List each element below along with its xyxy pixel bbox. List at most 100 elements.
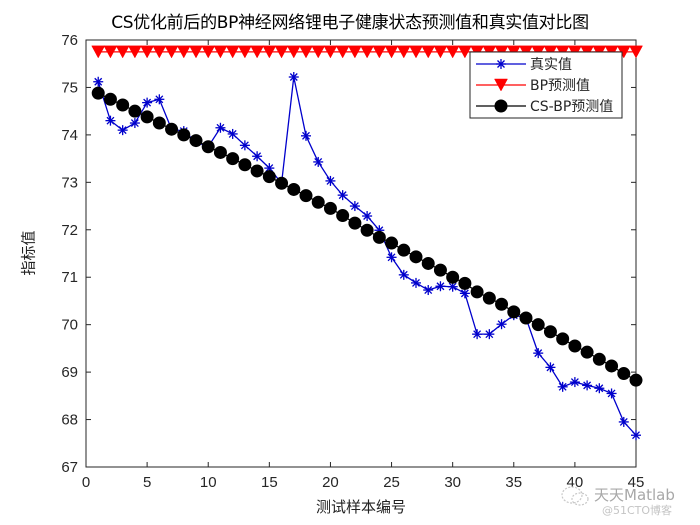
circle-marker	[592, 352, 606, 366]
circle-marker	[287, 182, 301, 196]
chart-title: CS优化前后的BP神经网络锂电子健康状态预测值和真实值对比图	[111, 13, 589, 33]
triangle-marker	[384, 45, 399, 59]
asterisk-marker	[485, 330, 494, 339]
circle-marker	[397, 243, 411, 257]
circle-marker	[556, 332, 570, 346]
asterisk-marker	[595, 384, 604, 393]
asterisk-marker	[302, 131, 310, 140]
asterisk-marker	[387, 253, 396, 262]
x-tick-label: 45	[628, 474, 645, 491]
circle-marker	[323, 201, 337, 215]
asterisk-marker	[240, 141, 249, 150]
x-tick-label: 30	[444, 474, 461, 491]
asterisk-marker	[497, 60, 505, 68]
triangle-marker	[152, 45, 167, 59]
circle-marker	[201, 140, 215, 154]
circle-marker	[299, 189, 313, 203]
triangle-marker	[213, 45, 228, 59]
asterisk-marker	[558, 382, 567, 391]
circle-marker	[543, 325, 557, 339]
triangle-marker	[494, 78, 508, 92]
circle-marker	[116, 98, 130, 112]
circle-marker	[152, 116, 166, 130]
triangle-marker	[237, 45, 252, 59]
asterisk-marker	[534, 349, 543, 358]
triangle-marker	[457, 45, 472, 59]
asterisk-marker	[253, 152, 262, 161]
wechat-icon	[561, 486, 589, 506]
circle-marker	[629, 373, 643, 387]
triangle-marker	[91, 45, 106, 59]
y-tick-label: 69	[61, 364, 78, 381]
y-tick-label: 73	[61, 174, 78, 191]
triangle-marker	[421, 45, 436, 59]
asterisk-marker	[546, 363, 555, 372]
triangle-marker	[335, 45, 350, 59]
circle-marker	[262, 170, 276, 184]
circle-marker	[250, 164, 264, 178]
y-tick-label: 75	[61, 79, 78, 96]
asterisk-marker	[314, 157, 323, 166]
asterisk-marker	[399, 270, 408, 279]
triangle-marker	[164, 45, 179, 59]
watermark-text: 天天Matlab	[594, 486, 675, 504]
watermark-source: @51CTO博客	[602, 504, 673, 517]
circle-marker	[189, 134, 203, 148]
triangle-marker	[140, 45, 155, 59]
triangle-marker	[445, 45, 460, 59]
circle-marker	[495, 297, 509, 311]
circle-marker	[177, 128, 191, 142]
circle-marker	[226, 152, 240, 166]
circle-marker	[580, 345, 594, 359]
legend-label: CS-BP预测值	[530, 99, 613, 115]
triangle-marker	[262, 45, 277, 59]
circle-marker	[507, 305, 521, 319]
triangle-marker	[250, 45, 265, 59]
y-tick-label: 70	[61, 317, 78, 334]
asterisk-marker	[143, 98, 152, 107]
triangle-marker	[127, 45, 142, 59]
circle-marker	[458, 276, 472, 290]
y-axis-label: 指标值	[19, 230, 38, 276]
asterisk-marker	[412, 278, 420, 287]
circle-marker	[446, 270, 460, 284]
circle-marker	[568, 339, 582, 353]
triangle-marker	[176, 45, 191, 59]
triangle-marker	[372, 45, 387, 59]
y-tick-label: 76	[61, 32, 78, 49]
asterisk-marker	[448, 282, 457, 291]
asterisk-marker	[338, 191, 347, 200]
y-tick-label: 71	[61, 269, 78, 286]
asterisk-marker	[583, 381, 592, 390]
triangle-marker	[189, 45, 203, 59]
circle-marker	[213, 145, 227, 159]
circle-marker	[275, 176, 289, 190]
x-axis-label: 测试样本编号	[315, 498, 406, 516]
circle-marker	[336, 209, 350, 223]
asterisk-marker	[265, 164, 274, 173]
triangle-marker	[201, 45, 216, 59]
asterisk-marker	[570, 378, 579, 387]
circle-marker	[165, 122, 179, 136]
asterisk-marker	[118, 126, 127, 135]
x-tick-label: 0	[82, 474, 90, 491]
circle-marker	[91, 86, 105, 100]
circle-marker	[433, 263, 447, 277]
circle-marker	[128, 104, 142, 118]
triangle-marker	[409, 45, 423, 59]
triangle-marker	[115, 45, 130, 59]
asterisk-marker	[473, 330, 482, 339]
circle-marker	[605, 359, 619, 373]
circle-marker	[311, 195, 325, 209]
circle-marker	[531, 318, 545, 332]
triangle-marker	[274, 45, 289, 59]
x-tick-label: 40	[567, 474, 584, 491]
y-tick-label: 67	[61, 459, 78, 476]
x-tick-label: 10	[200, 474, 217, 491]
legend-label: BP预测值	[530, 78, 590, 94]
asterisk-marker	[350, 202, 359, 211]
circle-marker	[470, 285, 484, 299]
legend-label: 真实值	[530, 57, 572, 73]
asterisk-marker	[106, 116, 115, 125]
